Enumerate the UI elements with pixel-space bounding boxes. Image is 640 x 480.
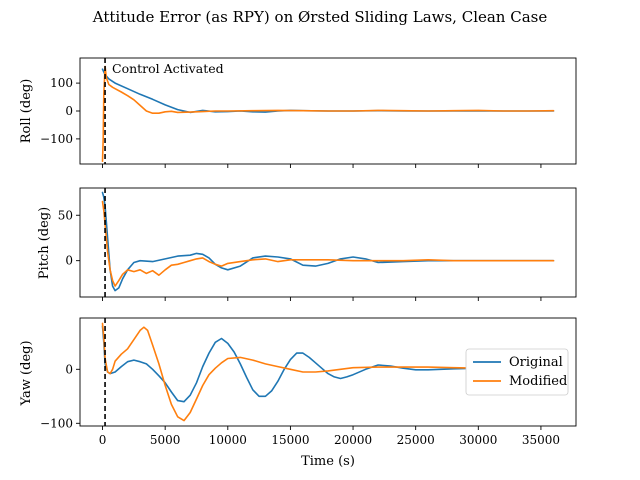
roll-series	[101, 58, 555, 164]
roll-series-modified	[101, 65, 555, 162]
x-tick-label: 15000	[271, 433, 309, 447]
yaw-axis-label: Yaw (deg)	[19, 340, 34, 406]
x-tick-label: 10000	[209, 433, 247, 447]
panel-yaw: Yaw (deg) −100 0	[19, 317, 577, 430]
roll-ytick-label: 100	[50, 76, 73, 90]
roll-ytick-label: 0	[65, 104, 73, 118]
pitch-ytick-label: 0	[65, 254, 73, 268]
roll-axis-label: Roll (deg)	[19, 79, 34, 144]
yaw-y-ticks: −100 0	[40, 362, 542, 430]
legend-frame	[465, 348, 569, 396]
x-tick-label: 5000	[150, 433, 181, 447]
x-tick-label: 0	[99, 433, 107, 447]
chart-title: Attitude Error (as RPY) on Ørsted Slidin…	[92, 8, 548, 26]
yaw-axes-frame	[79, 317, 577, 427]
pitch-y-ticks: 0 50	[58, 208, 542, 301]
x-tick-label: 35000	[522, 433, 560, 447]
roll-y-ticks: −100 0 100	[40, 76, 542, 168]
yaw-series-original	[101, 325, 555, 403]
roll-ytick-label: −100	[40, 132, 73, 146]
x-axis-ticks: 0 5000 10000 15000 20000 25000 30000 35000	[99, 433, 560, 447]
pitch-ytick-label: 50	[58, 208, 73, 222]
legend-label-modified: Modified	[509, 374, 567, 389]
x-tick-label: 30000	[459, 433, 497, 447]
x-tick-label: 20000	[334, 433, 372, 447]
panel-pitch: Pitch (deg) 0 50	[37, 187, 577, 301]
x-axis-label: Time (s)	[301, 454, 355, 469]
pitch-series-modified	[101, 200, 555, 287]
x-tick-label: 25000	[397, 433, 435, 447]
roll-axes-frame	[79, 57, 577, 165]
pitch-series-original	[101, 191, 555, 292]
pitch-axes-frame	[79, 187, 577, 298]
legend-label-original: Original	[509, 355, 563, 370]
yaw-ytick-label: −100	[40, 416, 73, 430]
yaw-series	[101, 318, 555, 426]
panel-roll: Roll (deg) −100 0 100	[19, 57, 577, 168]
pitch-series	[101, 188, 555, 297]
pitch-axis-label: Pitch (deg)	[37, 207, 52, 279]
legend: Original Modified	[465, 348, 569, 396]
yaw-series-modified	[101, 322, 555, 422]
yaw-ytick-label: 0	[65, 362, 73, 376]
control-activated-annotation: Control Activated	[112, 61, 224, 76]
